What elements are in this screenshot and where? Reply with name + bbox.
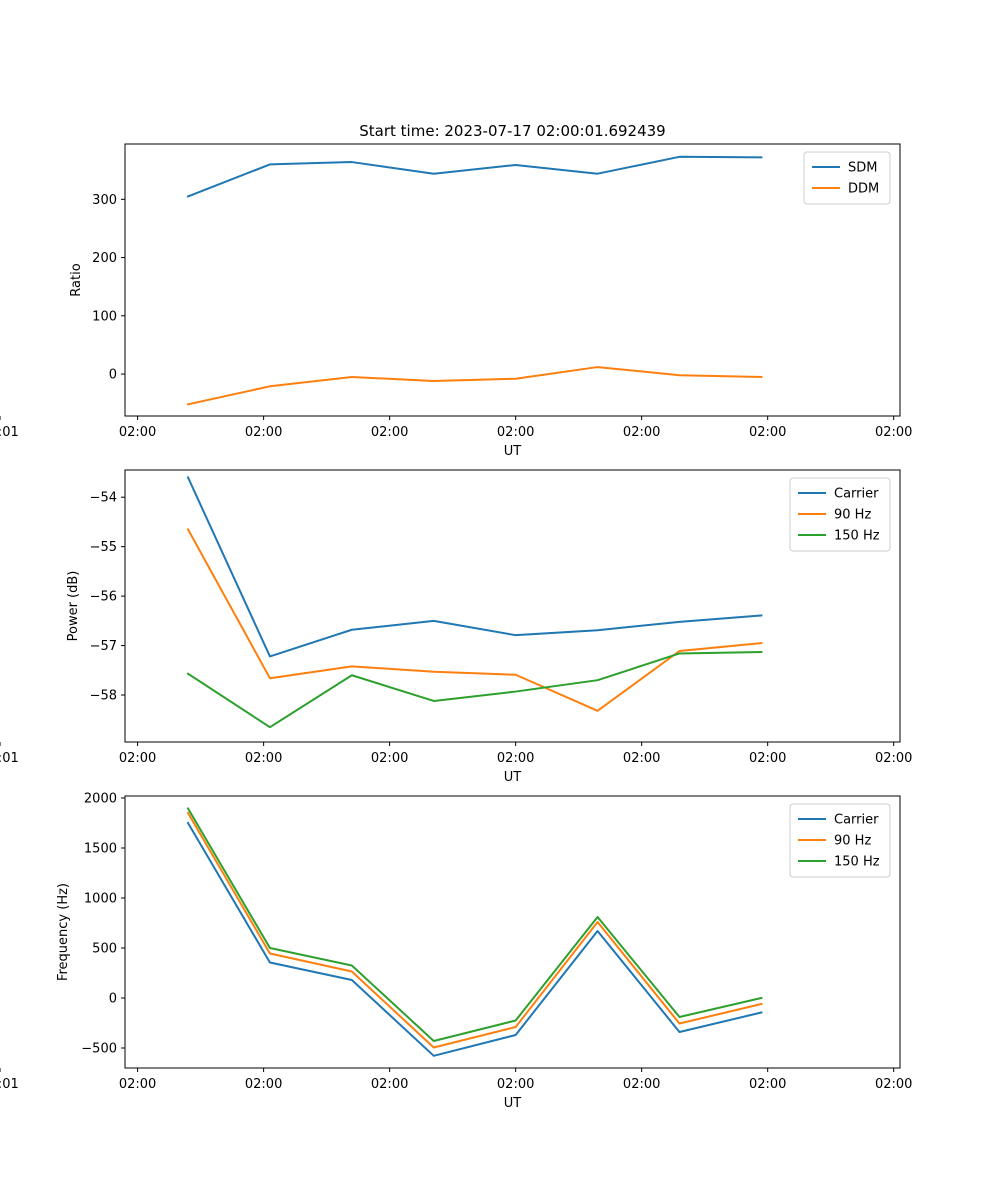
x-tick-label: 02:00 [371, 1077, 408, 1092]
legend-label: 150 Hz [834, 855, 880, 870]
y-axis-label: Ratio [69, 263, 84, 296]
x-tick-label: 02:01 [0, 1077, 19, 1092]
x-tick-label: 02:00 [749, 751, 786, 766]
legend-label: Carrier [834, 813, 879, 828]
x-tick-label: 02:00 [875, 751, 912, 766]
x-tick-label: 02:00 [119, 1077, 156, 1092]
x-tick-label: 02:00 [623, 1077, 660, 1092]
x-tick-label: 02:00 [245, 1077, 282, 1092]
y-tick-label: 0 [109, 368, 117, 383]
x-axis-label: UT [504, 1096, 522, 1111]
x-tick-label: 02:00 [623, 751, 660, 766]
subplot-3: 02:00 02:00 02:00 02:00 02:00 02:00 02:00 02:01… [0, 792, 912, 1111]
x-tick-label: 02:00 [497, 1077, 534, 1092]
x-tick-label: 02:00 [497, 425, 534, 440]
y-tick-label: 200 [92, 251, 117, 266]
x-tick-label: 02:00 [875, 425, 912, 440]
y-tick-label: −55 [90, 540, 117, 555]
x-axis-label: UT [504, 444, 522, 459]
y-axis-label: Power (dB) [66, 571, 81, 642]
series-line-150-hz [186, 807, 763, 1042]
y-tick-label: −500 [81, 1042, 117, 1057]
series-line-carrier [186, 821, 763, 1057]
legend-box [789, 477, 891, 552]
x-tick-label: 02:00 [245, 751, 282, 766]
legend: SDM DDM [803, 151, 891, 205]
chart-title: Start time: 2023-07-17 02:00:01.692439 [359, 122, 665, 140]
x-tick-label: 02:00 [623, 425, 660, 440]
y-tick-label: −57 [90, 639, 117, 654]
x-tick-label: 02:00 [749, 425, 786, 440]
y-axis-label: Frequency (Hz) [56, 883, 71, 981]
x-tick-label: 02:00 [497, 751, 534, 766]
y-tick-label: −58 [90, 689, 117, 704]
x-tick-label: 02:00 [371, 751, 408, 766]
y-tick-label: −56 [90, 590, 117, 605]
series-line-90-hz [186, 811, 763, 1049]
series-line-sdm [186, 155, 763, 198]
legend: Carrier 90 Hz 150 Hz [789, 803, 891, 878]
legend-label: 150 Hz [834, 529, 880, 544]
y-tick-label: 2000 [84, 792, 117, 807]
legend-label: DDM [848, 182, 879, 197]
y-tick-label: 0 [109, 992, 117, 1007]
x-tick-label: 02:00 [119, 425, 156, 440]
x-tick-label: 02:00 [749, 1077, 786, 1092]
legend-label: 90 Hz [834, 834, 871, 849]
x-tick-label: 02:00 [245, 425, 282, 440]
x-tick-label: 02:01 [0, 425, 19, 440]
x-tick-label: 02:01 [0, 751, 19, 766]
y-tick-label: 300 [92, 193, 117, 208]
x-tick-label: 02:00 [371, 425, 408, 440]
series-line-carrier [186, 476, 763, 658]
axes-frame [124, 143, 901, 417]
y-tick-label: −54 [90, 491, 117, 506]
series-line-ddm [186, 366, 763, 406]
y-tick-label: 1500 [84, 842, 117, 857]
legend-label: 90 Hz [834, 508, 871, 523]
subplot-1: Start time: 2023-07-17 02:00:01.69243902… [0, 122, 912, 459]
axes-frame [124, 469, 901, 743]
y-tick-label: 1000 [84, 892, 117, 907]
x-tick-label: 02:00 [875, 1077, 912, 1092]
legend-box [803, 151, 891, 205]
axes-frame [124, 795, 901, 1069]
subplot-2: 02:00 02:00 02:00 02:00 02:00 02:00 02:00 02:01… [0, 469, 912, 785]
legend: Carrier 90 Hz 150 Hz [789, 477, 891, 552]
series-line-90-hz [186, 527, 763, 712]
legend-label: SDM [848, 161, 877, 176]
legend-box [789, 803, 891, 878]
x-tick-label: 02:00 [119, 751, 156, 766]
y-tick-label: 500 [92, 942, 117, 957]
y-tick-label: 100 [92, 309, 117, 324]
legend-label: Carrier [834, 487, 879, 502]
x-axis-label: UT [504, 770, 522, 785]
series-line-150-hz [186, 650, 763, 729]
